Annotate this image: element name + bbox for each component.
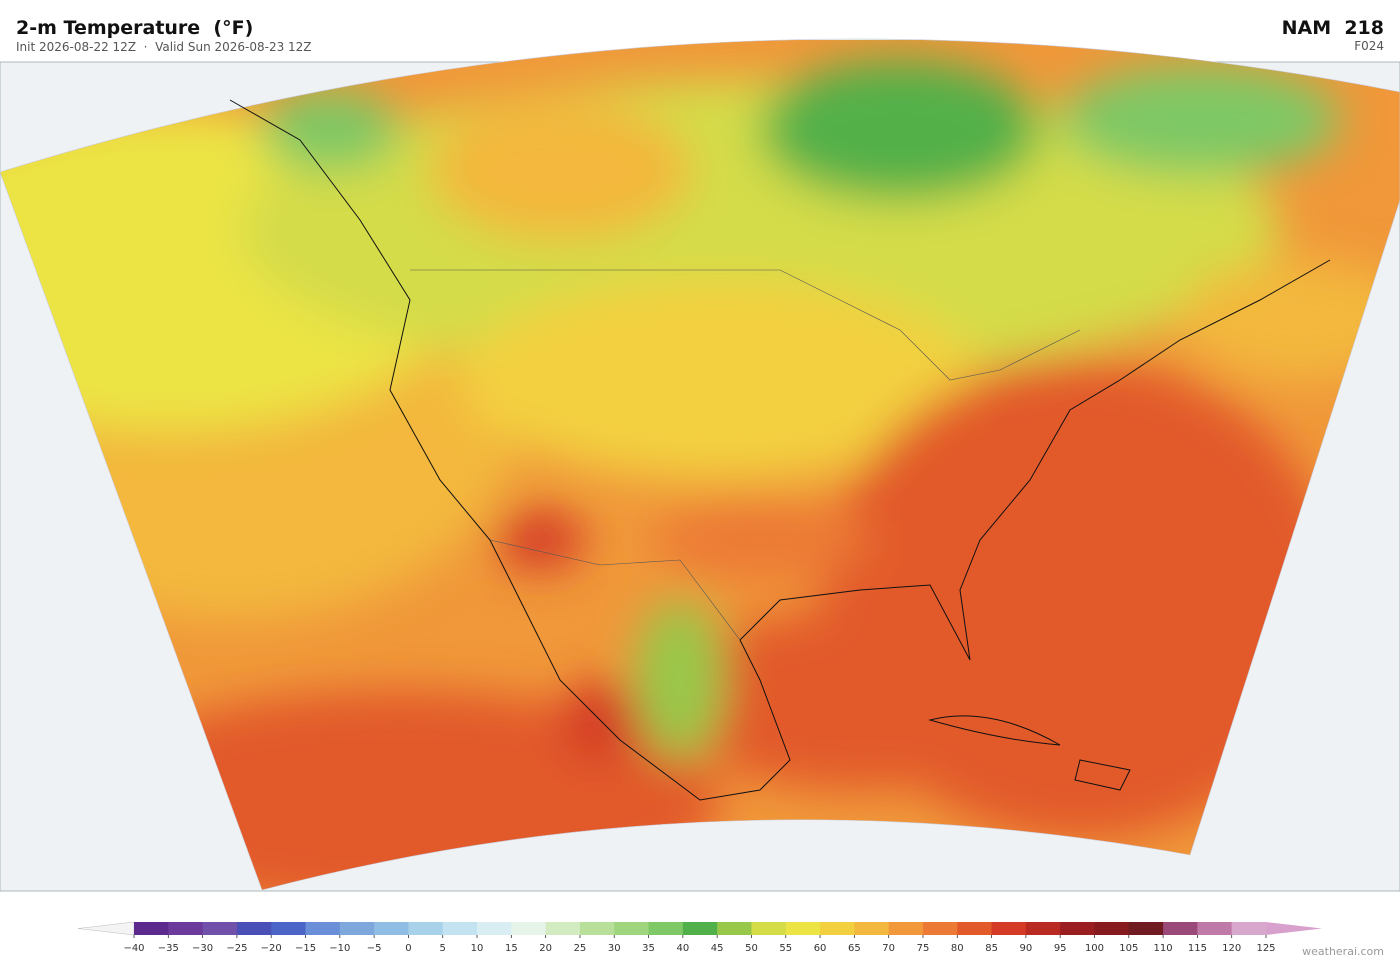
colorbar-over: [1266, 922, 1322, 935]
colorbar-segment: [614, 922, 650, 935]
colorbar-segment: [477, 922, 512, 935]
colorbar-segment: [545, 922, 581, 935]
colorbar-tick-label: −40: [123, 943, 144, 954]
colorbar-tick-label: 35: [642, 943, 655, 954]
colorbar-segment: [957, 922, 993, 935]
field-area: [635, 600, 725, 760]
model-name: NAM 218: [1282, 17, 1384, 39]
field-area: [650, 500, 870, 580]
colorbar-tick-label: 105: [1119, 943, 1138, 954]
colorbar-tick-label: 0: [405, 943, 411, 954]
colorbar-tick-label: 5: [440, 943, 446, 954]
colorbar-segment: [1163, 922, 1198, 935]
colorbar-tick-label: 65: [848, 943, 861, 954]
colorbar-tick-label: −25: [226, 943, 247, 954]
colorbar-segment: [922, 922, 958, 935]
colorbar-segment: [648, 922, 684, 935]
field-area: [430, 100, 690, 240]
colorbar-tick-label: 55: [779, 943, 792, 954]
field-area: [260, 90, 400, 170]
colorbar-tick-label: 75: [917, 943, 930, 954]
colorbar-tick-label: 100: [1085, 943, 1104, 954]
colorbar-tick-label: −10: [329, 943, 350, 954]
colorbar-tick-label: 115: [1188, 943, 1207, 954]
colorbar-segment: [271, 922, 307, 935]
colorbar-segment: [511, 922, 547, 935]
colorbar-segment: [991, 922, 1027, 935]
colorbar-tick-label: −20: [261, 943, 282, 954]
colorbar-tick-label: 70: [882, 943, 895, 954]
colorbar-segment: [1231, 922, 1267, 935]
colorbar-tick-label: −35: [158, 943, 179, 954]
domain-outline: [0, 38, 1400, 891]
field-area: [1060, 65, 1340, 175]
colorbar: −40 −35 −30 −25 −20 −15 −10 −5 0 5 10 15 20 25 30 35 40 4…: [77, 921, 1322, 954]
colorbar-tick-label: 60: [814, 943, 827, 954]
colorbar-segment: [1094, 922, 1130, 935]
colorbar-segment: [1197, 922, 1233, 935]
colorbar-segment: [442, 922, 478, 935]
colorbar-tick-label: 25: [574, 943, 587, 954]
colorbar-tick-label: −5: [367, 943, 382, 954]
field-area: [495, 510, 585, 570]
colorbar-tick-label: 85: [985, 943, 998, 954]
colorbar-tick-label: 110: [1154, 943, 1173, 954]
colorbar-segment: [339, 922, 375, 935]
colorbar-segment: [579, 922, 615, 935]
colorbar-tick-label: 15: [505, 943, 518, 954]
colorbar-segment: [236, 922, 272, 935]
colorbar-tick-label: 40: [676, 943, 689, 954]
colorbar-segment: [751, 922, 787, 935]
colorbar-segment: [134, 922, 169, 935]
colorbar-tick-label: 125: [1256, 943, 1275, 954]
islands: [928, 715, 1131, 791]
colorbar-tick-label: −30: [192, 943, 213, 954]
colorbar-segment: [1060, 922, 1095, 935]
colorbar-tick-label: 90: [1020, 943, 1033, 954]
colorbar-segment: [682, 922, 718, 935]
colorbar-tick-label: 10: [471, 943, 484, 954]
colorbar-segment: [168, 922, 204, 935]
field-area: [460, 280, 980, 480]
border: [489, 539, 741, 641]
colorbar-tick-label: 50: [745, 943, 758, 954]
colorbar-under: [77, 921, 135, 936]
colorbar-tick-label: 120: [1222, 943, 1241, 954]
colorbar-segment: [717, 922, 752, 935]
colorbar-segment: [305, 922, 341, 935]
field-area: [760, 60, 1040, 200]
colorbar-tick-label: 30: [608, 943, 621, 954]
colorbar-segment: [820, 922, 855, 935]
colorbar-tick-label: 95: [1054, 943, 1067, 954]
colorbar-segment: [785, 922, 821, 935]
colorbar-segment: [408, 922, 444, 935]
colorbar-tick-label: 45: [711, 943, 724, 954]
colorbar-tick-label: 20: [539, 943, 552, 954]
colorbar-segment: [202, 922, 238, 935]
colorbar-segment: [374, 922, 409, 935]
colorbar-tick-label: −15: [295, 943, 316, 954]
forecast-hour: F024: [1354, 39, 1384, 53]
colorbar-tick-label: 80: [951, 943, 964, 954]
border: [410, 269, 1081, 381]
colorbar-segment: [888, 922, 924, 935]
field-area: [660, 610, 1060, 790]
subtitle: Init 2026-08-22 12Z · Valid Sun 2026-08-…: [16, 40, 312, 54]
colorbar-segment: [1025, 922, 1061, 935]
watermark: weatherai.com: [1302, 945, 1384, 958]
coastline: [229, 99, 1331, 801]
colorbar-segment: [854, 922, 890, 935]
title: 2-m Temperature (°F): [16, 17, 253, 39]
colorbar-segment: [1128, 922, 1164, 935]
